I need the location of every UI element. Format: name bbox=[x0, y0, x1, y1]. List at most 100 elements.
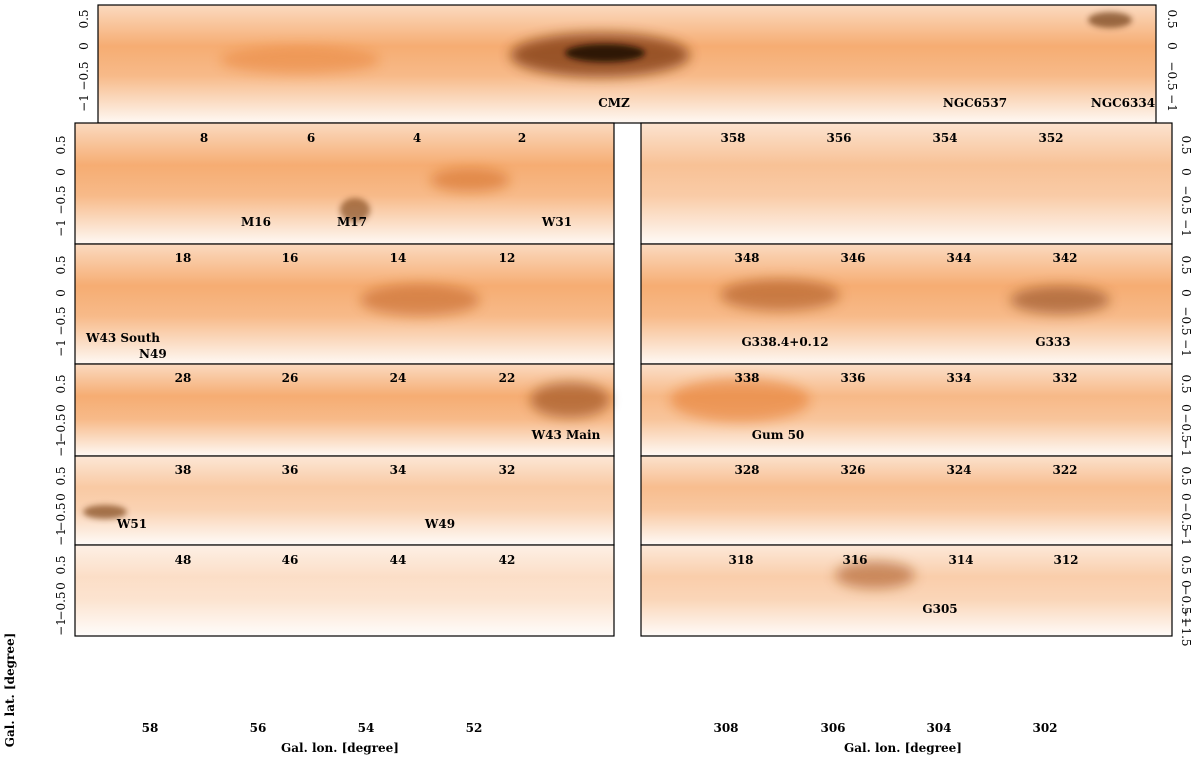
lat-tick: 0 bbox=[54, 582, 68, 590]
right-panel-2: 348 346 344 342 0.5 0 −0.5 −1 G338.4+0.1… bbox=[640, 243, 1193, 365]
bottom-lon-tick: 58 bbox=[142, 721, 159, 735]
lon-tick: 338 bbox=[734, 371, 759, 385]
lat-tick-right: −0.5 bbox=[1179, 413, 1193, 442]
lat-tick: −0.5 bbox=[54, 591, 68, 620]
lat-tick-right: −1 bbox=[1179, 439, 1193, 457]
lat-tick-right: −1 bbox=[1179, 219, 1193, 237]
region-label-w49: W49 bbox=[424, 517, 455, 531]
lat-tick-right: −1 bbox=[1179, 528, 1193, 546]
lon-tick: 342 bbox=[1052, 251, 1077, 265]
lon-tick: 344 bbox=[946, 251, 971, 265]
region-label-m16: M16 bbox=[241, 215, 271, 229]
lat-tick-right: −1.5 bbox=[1179, 617, 1193, 646]
lat-tick: 0 bbox=[77, 42, 91, 50]
lon-tick: 8 bbox=[200, 131, 208, 145]
lon-tick: 322 bbox=[1052, 463, 1077, 477]
top-panel-lat-ticks: 0.5 0 −0.5 −1 0.5 0 −0.5 −1 bbox=[77, 9, 1179, 111]
bottom-lon-tick: 308 bbox=[713, 721, 738, 735]
lon-tick: 326 bbox=[840, 463, 865, 477]
left-panel-2: 18 16 14 12 0.5 0 −0.5 −1 W43 South N49 bbox=[54, 243, 615, 365]
right-panel-3: 338 336 334 332 0.5 0 −0.5 −1 Gum 50 bbox=[640, 363, 1193, 457]
lat-tick: 0.5 bbox=[54, 374, 68, 393]
lon-tick: 356 bbox=[826, 131, 851, 145]
region-label-cmz: CMZ bbox=[598, 96, 630, 110]
right-panel-4: 328 326 324 322 0.5 0 −0.5 −1 bbox=[640, 455, 1193, 546]
bottom-lon-tick: 306 bbox=[820, 721, 845, 735]
lon-tick: 24 bbox=[390, 371, 407, 385]
lat-tick-right: −0.5 bbox=[1179, 585, 1193, 614]
lat-tick-right: −0.5 bbox=[1179, 502, 1193, 531]
lat-tick: 0 bbox=[54, 168, 68, 176]
lon-tick: 358 bbox=[720, 131, 745, 145]
lat-tick: 0 bbox=[54, 289, 68, 297]
lon-tick: 18 bbox=[175, 251, 192, 265]
lat-tick-right: −1 bbox=[1165, 94, 1179, 112]
lon-tick: 2 bbox=[518, 131, 526, 145]
lon-tick: 32 bbox=[499, 463, 516, 477]
lat-tick-right: −1 bbox=[1179, 607, 1193, 625]
region-label-n49: N49 bbox=[139, 347, 167, 361]
lat-tick-right: 0.5 bbox=[1179, 374, 1193, 393]
right-panel-5: 318 316 314 312 0.5 0 −0.5 −1 −1.5 G305 … bbox=[640, 544, 1193, 735]
bottom-lon-tick: 52 bbox=[466, 721, 483, 735]
region-label-w43-south: W43 South bbox=[85, 331, 160, 345]
lat-tick: 0 bbox=[54, 493, 68, 501]
lat-tick-right: 0 bbox=[1179, 168, 1193, 176]
left-panel-5: 48 46 44 42 0.5 0 −0.5 −1 58 56 54 52 bbox=[54, 544, 615, 735]
lat-tick-right: −0.5 bbox=[1165, 61, 1179, 90]
bottom-lon-tick: 56 bbox=[250, 721, 267, 735]
y-axis-title: Gal. lat. [degree] bbox=[3, 633, 17, 748]
lat-tick: 0.5 bbox=[54, 555, 68, 574]
lon-tick: 332 bbox=[1052, 371, 1077, 385]
lon-tick: 6 bbox=[307, 131, 315, 145]
lat-tick: −0.5 bbox=[77, 61, 91, 90]
lon-tick: 14 bbox=[390, 251, 407, 265]
lon-tick: 312 bbox=[1053, 553, 1078, 567]
lat-tick-right: 0.5 bbox=[1179, 135, 1193, 154]
lat-tick: −0.5 bbox=[54, 502, 68, 531]
lat-tick: −1 bbox=[54, 339, 68, 357]
lon-tick: 328 bbox=[734, 463, 759, 477]
lat-tick: 0.5 bbox=[54, 255, 68, 274]
lat-tick-right: −0.5 bbox=[1179, 185, 1193, 214]
lon-tick: 44 bbox=[390, 553, 407, 567]
lon-tick: 22 bbox=[499, 371, 516, 385]
lon-tick: 336 bbox=[840, 371, 865, 385]
lon-tick: 36 bbox=[282, 463, 299, 477]
lon-tick: 352 bbox=[1038, 131, 1063, 145]
left-panel-4: 38 36 34 32 0.5 0 −0.5 −1 W51 W49 bbox=[54, 455, 615, 546]
lat-tick: 0 bbox=[54, 404, 68, 412]
lat-tick: −0.5 bbox=[54, 185, 68, 214]
lat-tick: −0.5 bbox=[54, 413, 68, 442]
lat-tick-right: 0.5 bbox=[1179, 255, 1193, 274]
top-panel: 0.5 0 −0.5 −1 0.5 0 −0.5 −1 CMZ NGC6537 … bbox=[77, 4, 1179, 124]
lon-tick: 348 bbox=[734, 251, 759, 265]
lat-tick: −1 bbox=[77, 94, 91, 112]
lon-tick: 42 bbox=[499, 553, 516, 567]
lat-tick: −0.5 bbox=[54, 306, 68, 335]
lat-tick: −1 bbox=[54, 219, 68, 237]
lon-tick: 48 bbox=[175, 553, 192, 567]
lat-tick: −1 bbox=[54, 618, 68, 636]
region-label-w31: W31 bbox=[541, 215, 572, 229]
lat-tick-right: 0.5 bbox=[1179, 555, 1193, 574]
lon-tick: 12 bbox=[499, 251, 516, 265]
left-panel-1: 8 6 4 2 0.5 0 −0.5 −1 M16 M17 W31 bbox=[54, 122, 615, 245]
lat-tick: −1 bbox=[54, 439, 68, 457]
lat-tick-right: 0 bbox=[1179, 404, 1193, 412]
lat-tick: 0.5 bbox=[54, 466, 68, 485]
lon-tick: 26 bbox=[282, 371, 299, 385]
lat-tick-right: 0.5 bbox=[1179, 466, 1193, 485]
region-label-ngc6537: NGC6537 bbox=[943, 96, 1007, 110]
region-label-g333: G333 bbox=[1035, 335, 1070, 349]
region-label-ngc6334: NGC6334 bbox=[1091, 96, 1155, 110]
right-panel-1: 358 356 354 352 0.5 0 −0.5 −1 bbox=[640, 122, 1193, 245]
lat-tick-right: 0 bbox=[1179, 580, 1193, 588]
lon-tick: 38 bbox=[175, 463, 192, 477]
lon-tick: 346 bbox=[840, 251, 865, 265]
region-label-w43-main: W43 Main bbox=[531, 428, 601, 442]
lon-tick: 354 bbox=[932, 131, 957, 145]
lon-tick: 34 bbox=[390, 463, 407, 477]
lon-tick: 16 bbox=[282, 251, 299, 265]
